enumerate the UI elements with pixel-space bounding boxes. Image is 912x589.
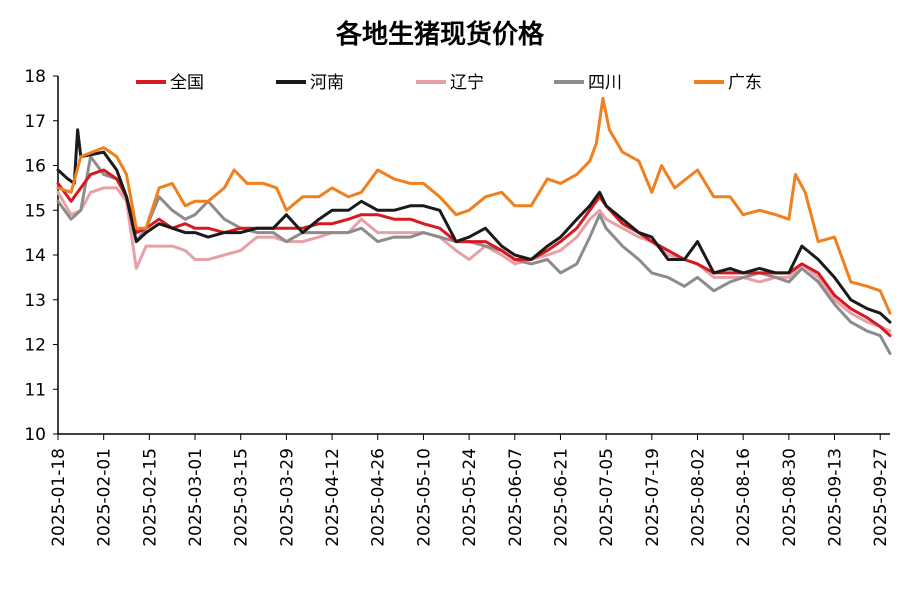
x-tick-label: 2025-06-21 [551, 448, 571, 547]
x-tick-label: 2025-09-13 [826, 448, 846, 547]
y-tick-label: 16 [24, 157, 46, 177]
x-tick-label: 2025-01-18 [49, 448, 69, 547]
x-tick-label: 2025-03-29 [277, 448, 297, 547]
series-line-4 [56, 96, 892, 315]
x-tick-label: 2025-03-01 [186, 448, 206, 547]
x-tick-label: 2025-03-15 [232, 448, 252, 547]
series-line-1 [56, 128, 892, 324]
x-tick-label: 2025-02-01 [95, 448, 115, 547]
x-tick-label: 2025-05-10 [414, 448, 434, 547]
series-line-0 [56, 168, 892, 338]
legend-label-4: 广东 [728, 73, 762, 93]
x-tick-label: 2025-04-26 [369, 448, 389, 547]
x-tick-label: 2025-08-02 [688, 448, 708, 547]
x-tick-label: 2025-06-07 [506, 448, 526, 547]
y-tick-label: 14 [24, 246, 46, 266]
legend-label-1: 河南 [310, 73, 344, 93]
x-tick-label: 2025-04-12 [323, 448, 343, 547]
chart-title: 各地生猪现货价格 [335, 19, 545, 50]
y-tick-label: 18 [24, 67, 46, 87]
x-tick-label: 2025-02-15 [140, 448, 160, 547]
x-tick-label: 2025-07-19 [643, 448, 663, 547]
legend-label-3: 四川 [588, 73, 622, 93]
y-tick-label: 12 [24, 336, 46, 356]
y-tick-label: 11 [24, 380, 46, 400]
x-tick-label: 2025-08-30 [780, 448, 800, 547]
legend-label-2: 辽宁 [450, 73, 484, 93]
y-tick-label: 15 [24, 201, 46, 221]
axes: 10 11 12 13 14 15 16 17 18 2025-01-18 2025-02-01 20… [24, 67, 891, 547]
y-tick-label: 10 [24, 425, 46, 445]
series-layer [56, 96, 892, 355]
y-tick-label: 17 [24, 112, 46, 132]
series-line-2 [56, 186, 892, 333]
legend: 全国 河南 辽宁 四川 广东 [136, 73, 762, 93]
x-tick-label: 2025-07-05 [597, 448, 617, 547]
legend-label-0: 全国 [170, 73, 204, 93]
y-tick-label: 13 [24, 291, 46, 311]
x-tick-label: 2025-05-24 [460, 448, 480, 547]
x-tick-label: 2025-09-27 [871, 448, 891, 547]
x-tick-label: 2025-08-16 [734, 448, 754, 547]
